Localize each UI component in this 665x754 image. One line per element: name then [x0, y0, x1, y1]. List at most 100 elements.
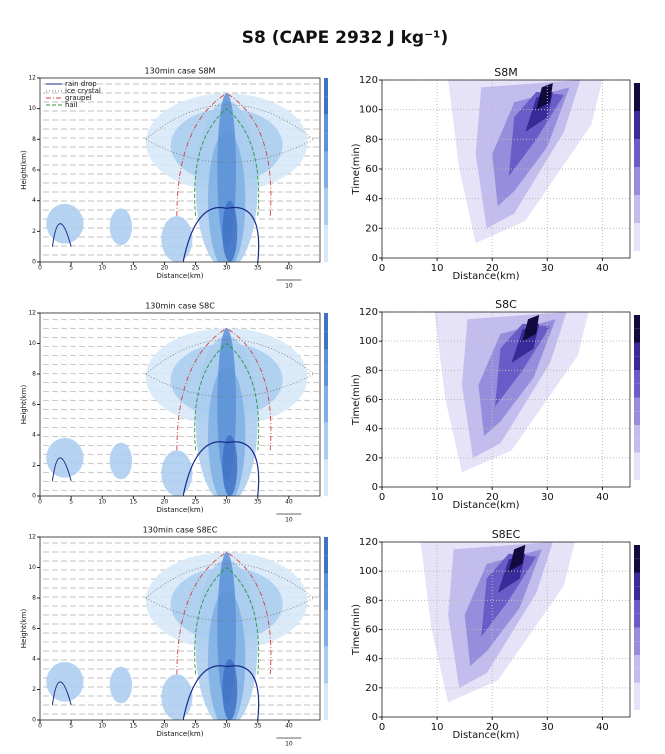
wind-vector: [168, 444, 176, 447]
wind-vector: [276, 435, 284, 438]
wind-vector: [186, 444, 194, 447]
wind-vector: [60, 489, 68, 492]
wind-vector: [312, 345, 320, 348]
x-tick-label: 15: [130, 265, 138, 272]
wind-vector: [312, 426, 320, 429]
rain-contour: [182, 441, 260, 496]
wind-vector: [132, 480, 140, 483]
colorbar-cell: [634, 209, 640, 223]
x-tick-label: 25: [192, 499, 200, 506]
colorbar-cell: [634, 111, 640, 125]
wind-vector: [60, 363, 68, 366]
colorbar-cell: [634, 97, 640, 111]
x-tick-label: 35: [254, 723, 262, 730]
colorbar-cell: [634, 438, 640, 453]
wind-vector: [195, 480, 203, 483]
wind-vector: [159, 426, 167, 429]
x-tick-label: 20: [486, 492, 499, 503]
wind-vector: [303, 408, 311, 411]
wind-vector: [78, 381, 86, 384]
x-tick-label: 30: [541, 722, 554, 733]
colorbar-cell: [634, 342, 640, 357]
wind-vector: [312, 390, 320, 393]
wind-vector: [51, 363, 59, 366]
wind-vector: [150, 444, 158, 447]
cloud-field: [161, 674, 193, 720]
colorbar-cell: [324, 96, 328, 115]
y-tick-label: 0: [32, 717, 36, 724]
field-level: [508, 544, 526, 572]
wind-vector: [276, 453, 284, 456]
wind-vector: [258, 453, 266, 456]
wind-vector: [132, 444, 140, 447]
wind-vector: [87, 462, 95, 465]
wind-vector: [177, 318, 185, 321]
colorbar-cell: [324, 133, 328, 152]
wind-vector: [204, 327, 212, 330]
colorbar-cell: [324, 170, 328, 189]
colorbar-cell: [634, 682, 640, 697]
wind-vector: [150, 318, 158, 321]
cloud-field: [109, 442, 133, 480]
x-tick-label: 30: [541, 263, 554, 274]
wind-vector: [132, 408, 140, 411]
y-axis-label: Time(min): [351, 374, 362, 426]
wind-vector: [150, 408, 158, 411]
wind-vector: [312, 408, 320, 411]
wind-vector: [96, 426, 104, 429]
colorbar-cell: [324, 537, 328, 556]
y-tick-label: 6: [32, 625, 36, 632]
wind-vector: [105, 372, 113, 375]
wind-vector: [303, 390, 311, 393]
wind-vector: [150, 489, 158, 492]
wind-vector: [114, 417, 122, 420]
wind-vector: [87, 417, 95, 420]
rain-contour: [182, 665, 260, 720]
wind-vector: [303, 417, 311, 420]
wind-vector: [87, 327, 95, 330]
wind-vector: [87, 381, 95, 384]
colorbar-cell: [634, 668, 640, 683]
wind-vector: [276, 417, 284, 420]
x-tick-label: 40: [596, 722, 609, 733]
wind-vector: [294, 480, 302, 483]
panel: S8C 0 10 20 30 40 0 20 40 60 80 100 120 Distance(km) T…: [351, 298, 640, 511]
wind-vector: [141, 390, 149, 393]
colorbar-cell: [324, 441, 328, 460]
wind-vector: [303, 444, 311, 447]
field: [43, 542, 319, 720]
wind-vector: [105, 435, 113, 438]
colorbar-cell: [324, 151, 328, 170]
x-axis-label: Distance(km): [157, 272, 204, 280]
wind-vector: [159, 489, 167, 492]
wind-vector: [303, 318, 311, 321]
wind-vector: [294, 345, 302, 348]
wind-vector: [258, 489, 266, 492]
y-axis-label: Time(min): [351, 604, 362, 656]
colorbar-cell: [324, 555, 328, 574]
wind-vector: [60, 408, 68, 411]
wind-vector: [195, 471, 203, 474]
wind-vector: [294, 417, 302, 420]
wind-vector: [123, 399, 131, 402]
wind-vector: [168, 336, 176, 339]
wind-vector: [141, 426, 149, 429]
x-tick-label: 10: [98, 265, 106, 272]
wind-vector: [114, 336, 122, 339]
colorbar-cell: [634, 153, 640, 167]
colorbar-cell: [634, 452, 640, 467]
wind-vector: [285, 471, 293, 474]
wind-vector: [69, 435, 77, 438]
x-tick-label: 40: [596, 492, 609, 503]
wind-vector: [276, 462, 284, 465]
colorbar-cell: [324, 78, 328, 97]
wind-vector: [258, 480, 266, 483]
wind-vector: [132, 318, 140, 321]
field-level: [508, 91, 564, 177]
x-tick-label: 0: [379, 263, 385, 274]
colorbar-cell: [324, 665, 328, 684]
wind-vector: [69, 336, 77, 339]
wind-vector: [132, 489, 140, 492]
wind-vector: [150, 435, 158, 438]
legend-label: ice crystal: [65, 87, 101, 95]
